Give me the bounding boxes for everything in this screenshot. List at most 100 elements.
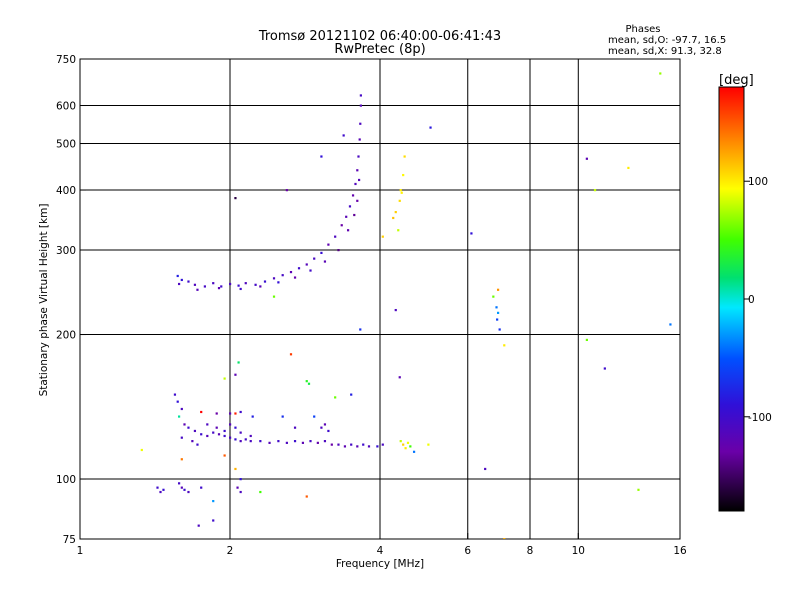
data-point — [200, 486, 203, 489]
x-tick-label: 8 — [527, 545, 534, 557]
data-point — [392, 216, 395, 220]
data-point — [409, 445, 412, 448]
y-axis-label: Stationary phase Virtual Height [km] — [38, 204, 50, 397]
data-point — [196, 443, 199, 446]
data-point — [234, 467, 237, 471]
data-point — [402, 443, 405, 446]
data-point — [212, 499, 215, 503]
data-point — [263, 280, 267, 283]
data-point — [585, 157, 588, 160]
data-point — [187, 280, 190, 283]
data-point — [259, 490, 262, 494]
data-point — [259, 285, 262, 288]
data-point — [402, 173, 405, 177]
data-point — [337, 443, 340, 446]
data-point — [320, 251, 323, 255]
colorbar-tick-label: -100 — [748, 412, 772, 424]
data-point — [503, 344, 506, 347]
x-tick-label: 1 — [77, 545, 84, 557]
x-tick-label: 16 — [673, 545, 687, 557]
data-point — [236, 486, 239, 489]
data-point — [193, 429, 197, 433]
data-point — [162, 488, 165, 491]
data-point — [229, 423, 232, 426]
stats-line-o: mean, sd,O: -97.7, 16.5 — [608, 35, 726, 46]
data-point — [357, 178, 361, 182]
data-point — [342, 134, 345, 137]
data-point — [223, 429, 226, 433]
data-point — [305, 495, 308, 498]
data-point — [484, 467, 487, 471]
data-point — [397, 229, 400, 232]
data-point — [345, 215, 348, 218]
data-point — [496, 288, 500, 291]
data-point — [259, 440, 262, 443]
x-axis-ticks: 1 2 4 6 8 10 16 — [77, 533, 687, 557]
data-point — [244, 282, 247, 285]
data-point — [249, 440, 252, 443]
data-point — [183, 423, 186, 426]
y-tick-label: 100 — [56, 474, 76, 486]
y-tick-label: 75 — [63, 534, 76, 546]
data-point — [237, 361, 240, 364]
data-point — [200, 410, 203, 414]
y-tick-label: 200 — [56, 330, 76, 342]
x-axis-label: Frequency [MHz] — [336, 558, 424, 570]
data-point — [404, 447, 407, 450]
data-point — [659, 72, 662, 75]
data-point — [200, 433, 203, 436]
data-point — [381, 443, 384, 446]
colorbar — [718, 86, 745, 512]
data-point — [234, 373, 237, 376]
x-tick-label: 10 — [572, 545, 585, 557]
data-point — [498, 328, 501, 331]
data-point — [593, 189, 597, 192]
chart-subtitle: RwPretec (8p) — [334, 42, 425, 57]
data-point — [239, 490, 242, 494]
data-point — [376, 445, 379, 448]
data-point — [281, 415, 284, 418]
data-point — [585, 338, 588, 342]
data-point — [320, 426, 323, 429]
data-point — [212, 431, 215, 434]
data-point — [297, 267, 301, 270]
data-point — [351, 194, 355, 197]
data-point — [316, 441, 319, 444]
data-point — [492, 295, 495, 298]
data-point — [362, 443, 365, 446]
data-point — [330, 443, 333, 446]
data-point — [359, 104, 362, 107]
data-point — [285, 189, 288, 192]
data-point — [305, 263, 308, 266]
data-point — [353, 213, 356, 217]
data-point — [503, 538, 506, 539]
data-point — [327, 243, 330, 246]
data-point — [191, 440, 194, 443]
data-point — [212, 282, 215, 285]
colorbar-tick-label: 0 — [748, 294, 755, 306]
data-point — [359, 94, 362, 97]
data-point — [394, 211, 397, 214]
data-point — [356, 169, 359, 172]
data-point — [176, 400, 179, 403]
data-point — [301, 441, 305, 444]
data-point — [229, 412, 232, 415]
data-point — [398, 376, 401, 379]
x-tick-label: 6 — [464, 545, 471, 557]
data-point — [367, 445, 371, 448]
data-point — [234, 426, 237, 429]
data-point — [180, 278, 183, 282]
data-point — [399, 189, 402, 192]
y-tick-label: 400 — [56, 185, 76, 197]
data-point — [309, 440, 312, 443]
data-point — [239, 287, 242, 291]
data-point — [239, 431, 242, 434]
data-point — [206, 434, 209, 438]
data-point — [327, 429, 330, 433]
data-point — [237, 284, 240, 287]
colorbar-ticks: 100 0 -100 — [744, 176, 772, 424]
data-point — [223, 377, 226, 380]
data-point — [348, 205, 352, 208]
data-point — [427, 443, 430, 446]
data-point — [356, 445, 359, 448]
